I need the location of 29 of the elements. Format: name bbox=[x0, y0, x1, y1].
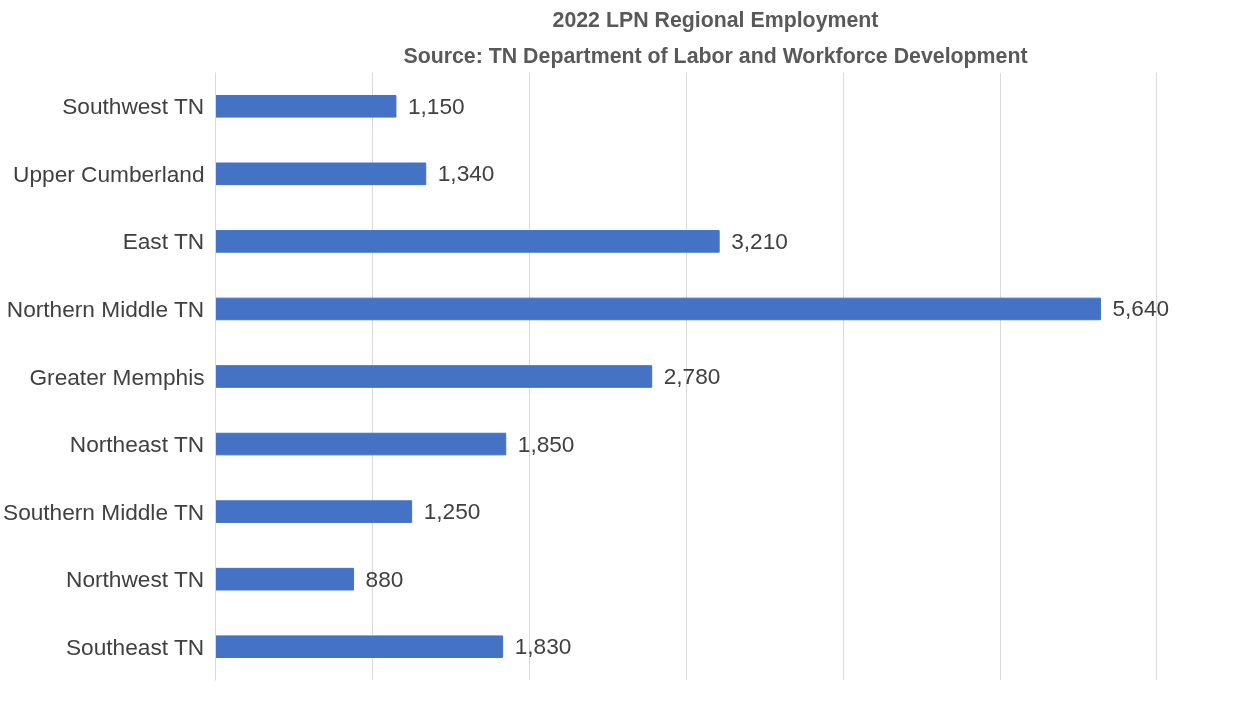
data-label: 1,340 bbox=[437, 160, 495, 187]
data-label: 5,640 bbox=[1112, 295, 1170, 322]
data-label: 1,150 bbox=[407, 92, 465, 119]
bar bbox=[215, 500, 413, 523]
bar bbox=[215, 432, 507, 456]
data-label: 1,250 bbox=[423, 498, 481, 525]
bar bbox=[215, 162, 427, 186]
data-label: 1,830 bbox=[514, 633, 572, 660]
chart-title: 2022 LPN Regional Employment bbox=[552, 7, 879, 32]
bar bbox=[215, 94, 397, 118]
y-tick-label: Northeast TN bbox=[69, 431, 205, 458]
y-tick-label: Southwest TN bbox=[62, 93, 205, 120]
bar bbox=[215, 365, 653, 388]
bar bbox=[215, 230, 720, 253]
data-label: 2,780 bbox=[663, 363, 721, 389]
y-tick-label: East TN bbox=[122, 228, 205, 255]
bar bbox=[215, 297, 1101, 321]
y-tick-label: Southeast TN bbox=[65, 633, 205, 660]
data-label: 1,850 bbox=[517, 430, 575, 457]
y-tick-label: Northwest TN bbox=[66, 566, 205, 593]
y-tick-label: Greater Memphis bbox=[29, 363, 205, 390]
y-tick-label: Northern Middle TN bbox=[6, 295, 205, 322]
data-label: 3,210 bbox=[731, 227, 788, 254]
bar bbox=[215, 635, 504, 659]
data-label: 880 bbox=[365, 565, 404, 592]
y-tick-label: Southern Middle TN bbox=[3, 498, 205, 525]
chart-subtitle: Source: TN Department of Labor and Workforce Development bbox=[403, 43, 1028, 68]
bar bbox=[215, 567, 355, 591]
y-tick-label: Upper Cumberland bbox=[13, 160, 205, 187]
